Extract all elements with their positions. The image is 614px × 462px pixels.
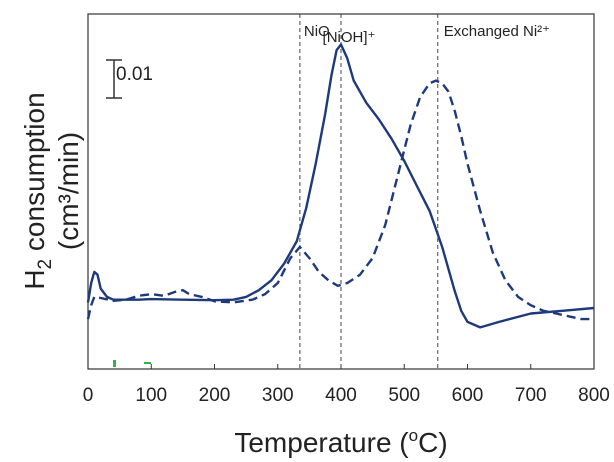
scale-bar-label: 0.01 xyxy=(116,64,153,85)
y-axis-title-line1: H2 consumption xyxy=(19,92,56,289)
annotation-label: [NiOH]⁺ xyxy=(323,29,376,46)
x-axis-tick-labels: 0 100 200 300 400 500 600 700 800 xyxy=(83,385,610,406)
series-line-dashed xyxy=(86,79,594,321)
y-axis-title-main: H xyxy=(19,269,50,289)
x-tick-label: 800 xyxy=(578,385,610,406)
x-tick-label: 600 xyxy=(452,385,484,406)
x-axis-title-suffix: C) xyxy=(418,427,448,458)
y-axis-title-rest: consumption xyxy=(19,92,50,259)
annotation-label: NiO xyxy=(304,23,330,40)
peak-annotations: NiO[NiOH]⁺ Exchanged Ni²⁺ xyxy=(304,23,550,46)
scale-bar: 0.01 xyxy=(106,59,153,99)
x-axis-title-prefix: Temperature ( xyxy=(234,427,409,458)
x-tick-label: 500 xyxy=(388,385,420,406)
y-axis-title-sub: 2 xyxy=(35,259,56,270)
y-axis-title-line2: (cm³/min) xyxy=(53,132,84,250)
x-tick-label: 400 xyxy=(325,385,357,406)
x-tick-label: 100 xyxy=(135,385,167,406)
green-marker xyxy=(144,362,151,364)
y-axis-title: H2 consumption (cm³/min) xyxy=(19,92,84,289)
annotation-label: Exchanged Ni²⁺ xyxy=(444,23,550,40)
x-tick-label: 0 xyxy=(83,385,94,406)
x-axis-title-sup: o xyxy=(409,426,418,445)
x-axis-ticks xyxy=(87,364,595,369)
x-tick-label: 200 xyxy=(199,385,231,406)
x-tick-label: 700 xyxy=(515,385,547,406)
reference-lines xyxy=(299,14,439,369)
x-tick-label: 300 xyxy=(262,385,294,406)
green-marker xyxy=(113,360,116,367)
series-lines xyxy=(86,43,595,329)
x-axis-title: Temperature (oC) xyxy=(234,426,447,458)
